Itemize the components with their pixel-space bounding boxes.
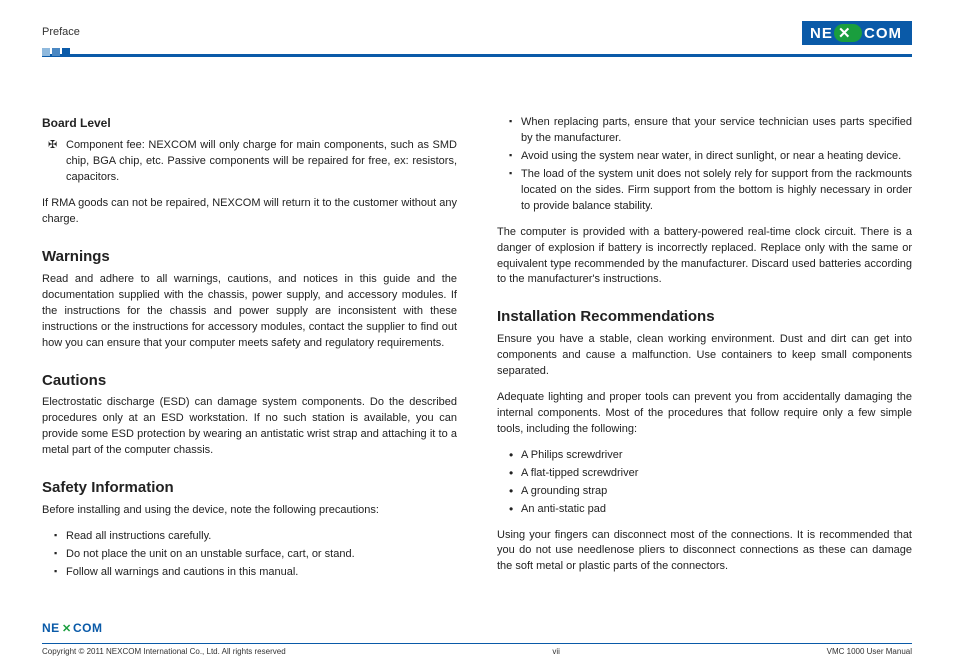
list-item: Do not place the unit on an unstable sur… <box>54 547 457 563</box>
footer-manual-name: VMC 1000 User Manual <box>827 646 912 658</box>
page-footer: NE ✕ COM Copyright © 2011 NEXCOM Interna… <box>42 621 912 658</box>
battery-note: The computer is provided with a battery-… <box>497 225 912 289</box>
cautions-body: Electrostatic discharge (ESD) can damage… <box>42 395 457 459</box>
list-item: An anti-static pad <box>509 502 912 518</box>
left-column: Board Level Component fee: NEXCOM will o… <box>42 115 457 591</box>
svg-text:✕: ✕ <box>62 623 71 635</box>
footer-page-number: vii <box>286 646 827 658</box>
list-item: A grounding strap <box>509 484 912 500</box>
decoration-squares <box>42 48 70 56</box>
page-header: Preface NE ✕ COM <box>42 18 912 48</box>
header-section-label: Preface <box>42 25 80 41</box>
rma-paragraph: If RMA goods can not be repaired, NEXCOM… <box>42 196 457 228</box>
svg-text:NE: NE <box>810 25 833 42</box>
right-column: When replacing parts, ensure that your s… <box>497 115 912 591</box>
footer-copyright: Copyright © 2011 NEXCOM International Co… <box>42 646 286 658</box>
warnings-body: Read and adhere to all warnings, caution… <box>42 272 457 352</box>
tools-list: A Philips screwdriver A flat-tipped scre… <box>497 448 912 518</box>
svg-text:COM: COM <box>73 621 103 635</box>
square-icon <box>52 48 60 56</box>
safety-heading: Safety Information <box>42 477 457 499</box>
footer-logo: NE ✕ COM <box>42 621 912 641</box>
warnings-heading: Warnings <box>42 246 457 268</box>
square-icon <box>62 48 70 56</box>
install-p3: Using your fingers can disconnect most o… <box>497 528 912 576</box>
component-fee-item: Component fee: NEXCOM will only charge f… <box>42 138 457 186</box>
list-item: A Philips screwdriver <box>509 448 912 464</box>
list-item: A flat-tipped screwdriver <box>509 466 912 482</box>
install-p1: Ensure you have a stable, clean working … <box>497 332 912 380</box>
square-icon <box>42 48 50 56</box>
cautions-heading: Cautions <box>42 370 457 392</box>
nexcom-logo: NE ✕ COM <box>802 22 912 44</box>
list-item: Avoid using the system near water, in di… <box>509 149 912 165</box>
safety-intro: Before installing and using the device, … <box>42 503 457 519</box>
svg-text:COM: COM <box>864 25 902 42</box>
install-p2: Adequate lighting and proper tools can p… <box>497 390 912 438</box>
content-columns: Board Level Component fee: NEXCOM will o… <box>42 115 912 591</box>
header-rule <box>42 54 912 57</box>
svg-text:✕: ✕ <box>838 25 851 42</box>
safety-list-left: Read all instructions carefully. Do not … <box>42 529 457 581</box>
list-item: When replacing parts, ensure that your s… <box>509 115 912 147</box>
svg-text:NE: NE <box>42 621 60 635</box>
list-item: The load of the system unit does not sol… <box>509 167 912 215</box>
board-level-heading: Board Level <box>42 115 457 132</box>
install-heading: Installation Recommendations <box>497 306 912 328</box>
list-item: Follow all warnings and cautions in this… <box>54 565 457 581</box>
list-item: Read all instructions carefully. <box>54 529 457 545</box>
safety-list-right: When replacing parts, ensure that your s… <box>497 115 912 215</box>
